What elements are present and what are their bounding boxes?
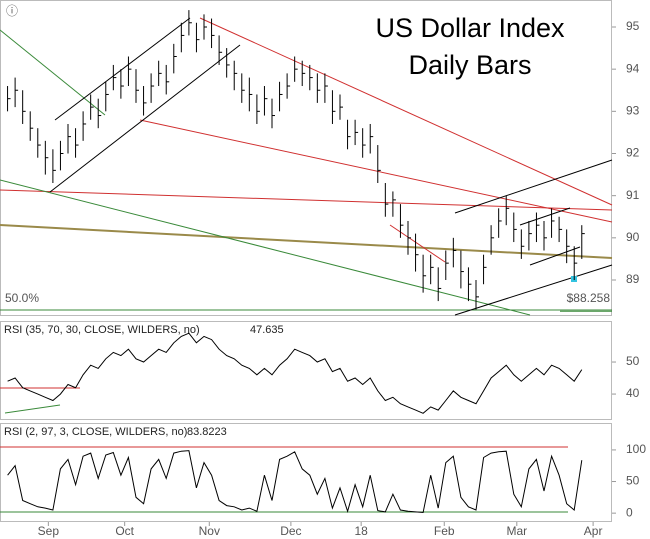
y-tick-label: 40	[626, 386, 640, 400]
rsi-level	[4, 404, 61, 414]
indicator-name: RSI (35, 70, 30, CLOSE, WILDERS, no)	[4, 324, 200, 336]
x-tick-label: Sep	[38, 524, 60, 538]
y-tick-label: 50	[626, 474, 640, 488]
y-tick-label: 94	[626, 61, 640, 75]
trend-line	[54, 17, 191, 121]
trend-line	[529, 246, 581, 266]
trend-line	[389, 224, 446, 263]
y-tick-label: 50	[626, 354, 640, 368]
x-tick-label: Oct	[115, 524, 134, 538]
trend-line	[0, 179, 531, 316]
fib-label: 50.0%	[5, 291, 39, 305]
panel-frames	[0, 0, 612, 522]
rsi-line	[7, 450, 583, 514]
rsi-line	[7, 332, 583, 414]
indicator-value: 83.8223	[187, 426, 227, 438]
trend-line	[0, 224, 613, 259]
trend-line	[199, 17, 613, 206]
trend-line	[0, 29, 106, 116]
trend-line	[49, 44, 241, 193]
y-tick-label: 91	[626, 188, 640, 202]
y-tick-label: 0	[626, 505, 633, 519]
y-tick-label: 92	[626, 146, 640, 160]
trend-line	[139, 119, 613, 223]
y-tick-label: 90	[626, 230, 640, 244]
price-frame	[0, 0, 612, 316]
trend-line	[454, 159, 613, 214]
trend-lines	[0, 17, 613, 513]
x-tick-label: Apr	[584, 524, 603, 538]
y-tick-label: 100	[626, 442, 646, 456]
x-tick-label: Nov	[199, 524, 220, 538]
rsi1-frame	[0, 321, 612, 420]
x-tick-label: 18	[354, 524, 368, 538]
chart-title: US Dollar Index	[375, 13, 565, 43]
y-tick-label: 89	[626, 272, 640, 286]
indicator-value: 47.635	[250, 324, 284, 336]
x-tick-label: Mar	[506, 524, 527, 538]
rsi2-frame	[0, 423, 612, 522]
x-tick-label: Feb	[434, 524, 455, 538]
trend-line	[519, 207, 571, 226]
indicator-name: RSI (2, 97, 3, CLOSE, WILDERS, no)	[4, 426, 187, 438]
y-tick-label: 95	[626, 19, 640, 33]
trend-line	[454, 264, 613, 316]
info-icon: ⓘ	[6, 4, 18, 18]
y-tick-label: 93	[626, 103, 640, 117]
chart-subtitle: Daily Bars	[408, 50, 531, 80]
price-label: $88.258	[567, 291, 611, 305]
trend-line	[0, 189, 613, 211]
x-tick-label: Dec	[280, 524, 301, 538]
